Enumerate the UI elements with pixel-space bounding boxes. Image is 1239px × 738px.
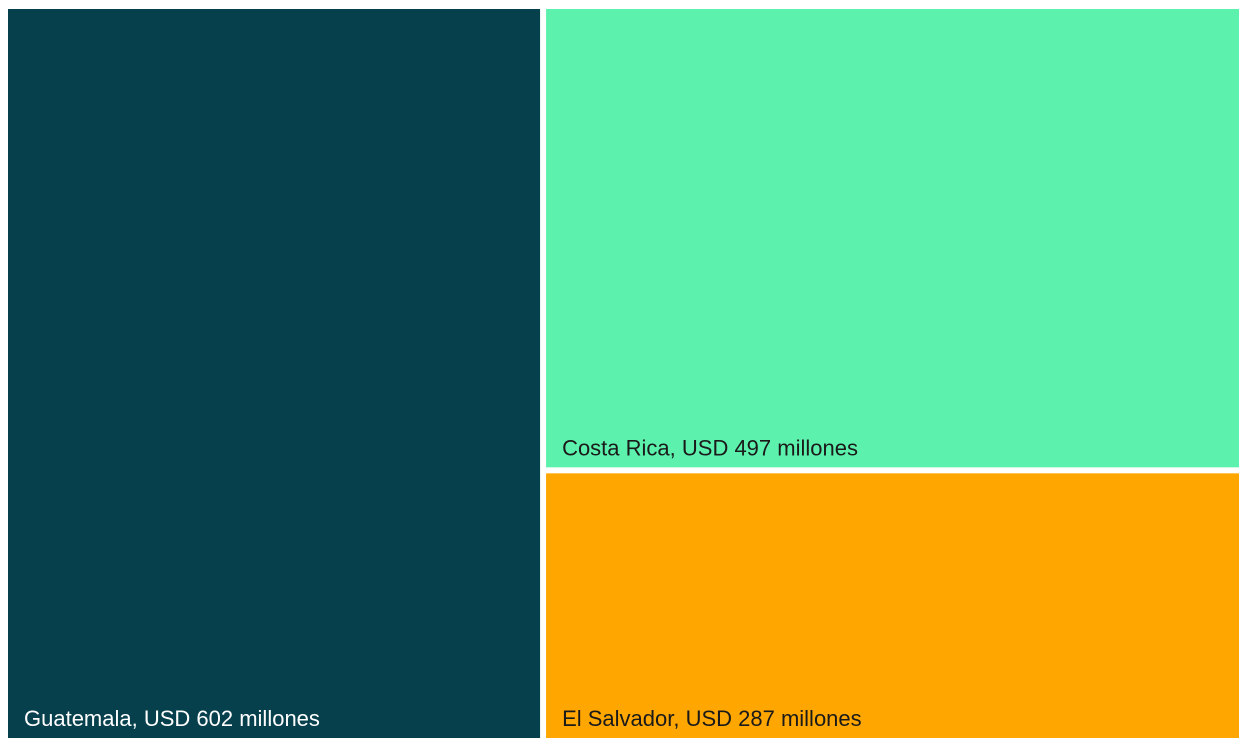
treemap-chart: Guatemala, USD 602 millones Costa Rica, U… bbox=[8, 9, 1239, 738]
treemap-tile-costa-rica bbox=[546, 9, 1239, 468]
treemap-tile-guatemala bbox=[8, 9, 541, 738]
treemap-label-el-salvador: El Salvador, USD 287 millones bbox=[562, 706, 862, 731]
treemap-label-costa-rica: Costa Rica, USD 497 millones bbox=[562, 435, 858, 460]
treemap-tile-el-salvador bbox=[546, 473, 1239, 738]
treemap-label-guatemala: Guatemala, USD 602 millones bbox=[24, 706, 320, 731]
